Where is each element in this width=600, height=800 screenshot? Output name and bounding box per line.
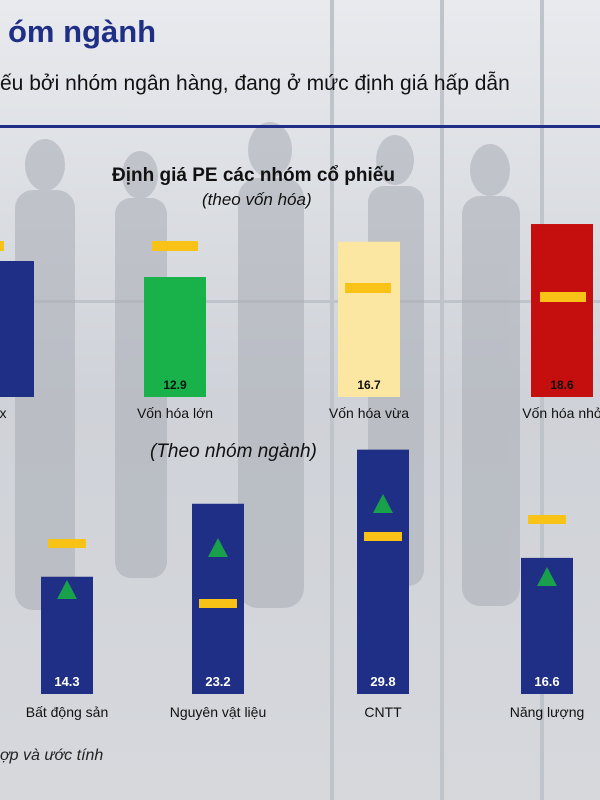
trend-up-icon xyxy=(537,567,557,586)
category-label: CNTT xyxy=(364,704,402,720)
bar-value-label: 16.6 xyxy=(534,674,559,689)
reference-dash-0 xyxy=(48,539,86,548)
chart-by-sector: 14.3 Bất động sản 23.2 Nguyên vật liệu 29.8 C… xyxy=(26,449,585,720)
page-title: óm ngành xyxy=(8,14,157,49)
page-subtitle: ếu bởi nhóm ngân hàng, đang ở mức định g… xyxy=(0,72,510,95)
category-label: Năng lượng xyxy=(510,704,585,720)
reference-dash-3 xyxy=(528,515,566,524)
bar-0 xyxy=(0,261,34,397)
bar-value-label: 12.9 xyxy=(163,378,187,392)
bar-value-label: 16.7 xyxy=(357,378,381,392)
chart-by-market-cap: x 12.9 Vốn hóa lớn 16.7 Vốn hóa vừa 18.6 Vốn h… xyxy=(0,224,600,421)
trend-up-icon xyxy=(208,538,228,557)
bar-value-label: 29.8 xyxy=(370,674,395,689)
category-label: Bất động sản xyxy=(26,704,109,720)
bar-1 xyxy=(144,277,206,397)
bar-value-label: 23.2 xyxy=(205,674,230,689)
reference-dash-2 xyxy=(345,283,391,293)
chart-2-subtitle: (Theo nhóm ngành) xyxy=(150,441,317,462)
bar-3 xyxy=(531,224,593,397)
category-label: Nguyên vật liệu xyxy=(170,704,267,720)
reference-dash-3 xyxy=(540,292,586,302)
trend-up-icon xyxy=(373,494,393,513)
reference-dash-1 xyxy=(199,599,237,608)
bar-value-label: 14.3 xyxy=(54,674,79,689)
chart-subtitle: (theo vốn hóa) xyxy=(202,190,312,209)
bar-1 xyxy=(192,503,244,694)
source-note: ợp và ước tính xyxy=(0,747,104,764)
bar-2 xyxy=(357,449,409,694)
trend-up-icon xyxy=(57,580,77,599)
bar-2 xyxy=(338,241,400,397)
header-rule xyxy=(0,125,600,128)
category-label: Vốn hóa lớn xyxy=(137,405,213,421)
category-label: Vốn hóa vừa xyxy=(329,405,409,421)
category-label: Vốn hóa nhỏ xyxy=(522,405,600,421)
bar-value-label: 18.6 xyxy=(550,378,574,392)
reference-dash-0 xyxy=(0,241,4,251)
reference-dash-1 xyxy=(152,241,198,251)
category-label: x xyxy=(0,405,7,421)
reference-dash-2 xyxy=(364,532,402,541)
chart-title: Định giá PE các nhóm cổ phiếu xyxy=(112,165,395,186)
